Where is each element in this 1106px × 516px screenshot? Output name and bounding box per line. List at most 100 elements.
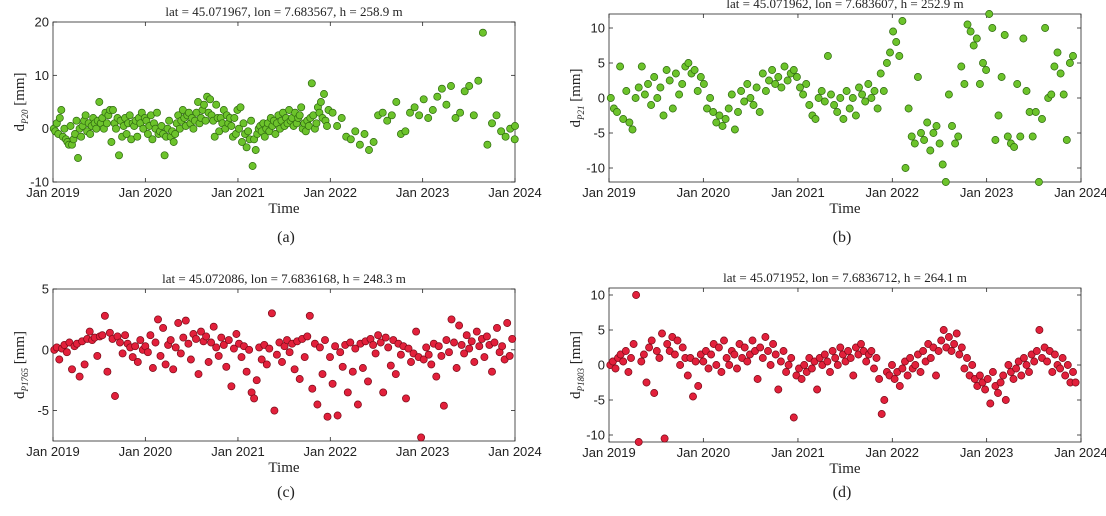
data-point — [938, 160, 947, 169]
caption-b: (b) — [832, 229, 852, 246]
data-point — [861, 97, 870, 106]
data-point — [944, 90, 953, 99]
x-tick-label: Jan 2023 — [960, 445, 1014, 460]
data-point — [1017, 371, 1026, 380]
data-point — [662, 66, 671, 74]
data-point — [206, 95, 215, 104]
data-point — [257, 355, 266, 364]
data-point — [642, 378, 651, 387]
data-point — [944, 333, 953, 341]
data-point — [192, 334, 200, 343]
data-point — [401, 127, 410, 136]
data-point — [996, 378, 1005, 387]
x-tick-label: Jan 2023 — [960, 185, 1014, 200]
x-tick-label: Jan 2020 — [677, 445, 731, 460]
data-point — [336, 348, 345, 357]
y-tick-label: 0 — [598, 91, 605, 106]
data-point — [488, 119, 496, 128]
data-point — [706, 94, 715, 102]
chart-title: lat = 45.072086, lon = 7.6836168, h = 24… — [162, 271, 406, 286]
x-tick-label: Jan 2019 — [582, 445, 636, 460]
data-point — [730, 125, 739, 134]
data-point — [703, 104, 711, 113]
chart-a: lat = 45.071967, lon = 7.683567, h = 258… — [12, 4, 542, 217]
data-point — [305, 311, 314, 320]
data-point — [769, 340, 778, 348]
data-point — [125, 111, 134, 120]
data-point — [1043, 357, 1052, 366]
data-point — [699, 357, 708, 366]
data-point — [242, 367, 251, 376]
data-point — [1048, 368, 1057, 376]
data-point — [353, 400, 362, 409]
data-point — [1016, 132, 1025, 141]
y-tick-label: 10 — [591, 21, 605, 36]
data-point — [364, 377, 372, 386]
data-point — [851, 111, 860, 120]
data-point — [442, 100, 451, 109]
data-point — [888, 361, 896, 369]
data-point — [260, 132, 269, 141]
data-point — [890, 375, 899, 383]
data-point — [442, 336, 451, 345]
data-point — [906, 354, 915, 362]
data-point — [111, 392, 119, 400]
data-point — [146, 331, 155, 340]
data-point — [360, 130, 369, 138]
data-point — [348, 367, 357, 376]
data-point — [858, 90, 867, 99]
data-point — [156, 351, 165, 360]
data-point — [169, 138, 178, 146]
data-point — [93, 351, 102, 360]
data-point — [1030, 357, 1039, 366]
data-point — [455, 321, 464, 330]
data-point — [417, 433, 426, 442]
chart-panel-a: lat = 45.071967, lon = 7.683567, h = 258… — [0, 0, 553, 255]
chart-title: lat = 45.071967, lon = 7.683567, h = 258… — [165, 4, 402, 19]
data-point — [267, 309, 276, 318]
data-point — [1056, 69, 1065, 78]
data-point — [410, 103, 419, 112]
data-point — [1035, 326, 1044, 334]
data-point — [675, 90, 684, 99]
data-point — [647, 101, 656, 109]
data-point — [1041, 24, 1050, 32]
data-point — [1012, 364, 1021, 373]
data-point — [637, 62, 646, 71]
data-point — [855, 83, 863, 92]
data-point — [678, 343, 687, 352]
data-point — [671, 69, 680, 78]
data-point — [467, 337, 476, 346]
data-point — [343, 388, 352, 397]
data-point — [774, 73, 783, 81]
data-point — [668, 104, 677, 113]
data-point — [312, 119, 321, 128]
x-tick-label: Jan 2020 — [119, 185, 173, 200]
data-point — [999, 371, 1008, 380]
data-point — [427, 360, 436, 369]
data-point — [320, 90, 328, 98]
data-point — [1019, 34, 1028, 43]
data-point — [68, 365, 76, 374]
data-point — [693, 87, 702, 95]
data-point — [768, 66, 777, 74]
data-point — [433, 92, 442, 101]
data-point — [901, 164, 910, 172]
data-point — [740, 343, 749, 352]
data-point — [437, 351, 446, 360]
chart-panel-b: lat = 45.071962, lon = 7.683607, h = 252… — [553, 0, 1106, 255]
data-point — [209, 322, 218, 331]
data-point — [1063, 361, 1072, 369]
data-point — [424, 350, 433, 359]
x-tick-label: Jan 2021 — [771, 445, 825, 460]
data-point — [133, 358, 142, 366]
data-point — [212, 343, 221, 352]
data-point — [235, 124, 243, 133]
data-point — [839, 115, 848, 123]
data-point — [982, 66, 991, 74]
data-point — [1071, 378, 1080, 387]
data-point — [236, 103, 245, 112]
data-point — [483, 140, 492, 149]
data-point — [704, 364, 713, 373]
data-point — [986, 399, 995, 408]
